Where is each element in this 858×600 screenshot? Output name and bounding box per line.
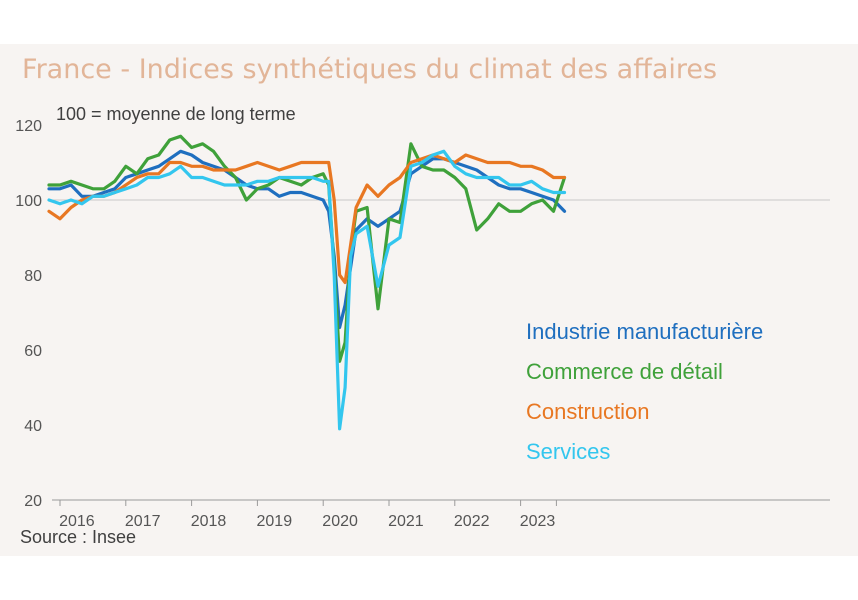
y-tick-label: 100 [15, 193, 42, 210]
x-tick-label: 2022 [454, 513, 490, 530]
chart-background [0, 44, 858, 556]
x-axis: 2016 2017 2018 2019 2020 2021 2022 2023 [59, 500, 557, 530]
legend-item: Commerce de détail [526, 359, 723, 384]
x-tick-label: 2017 [125, 513, 161, 530]
series-line-services [47, 149, 567, 431]
legend-item: Services [526, 439, 610, 464]
x-tick-label: 2018 [191, 513, 227, 530]
y-tick-label: 120 [15, 118, 42, 135]
y-tick-label: 60 [24, 343, 42, 360]
series-line-commerce-de-d-tail [47, 134, 567, 363]
chart-note: 100 = moyenne de long terme [56, 104, 296, 124]
x-tick-label: 2016 [59, 513, 95, 530]
legend-item: Industrie manufacturière [526, 319, 763, 344]
series-lines [47, 134, 567, 431]
y-tick-label: 20 [24, 493, 42, 510]
chart-title: France - Indices synthétiques du climat … [22, 54, 718, 85]
series-line-industrie-manufacturi-re [47, 149, 567, 330]
source-note: Source : Insee [20, 527, 136, 547]
x-tick-label: 2020 [322, 513, 358, 530]
legend-item: Construction [526, 399, 650, 424]
y-axis: 20 40 60 80 100 120 [15, 118, 42, 510]
x-tick-label: 2021 [388, 513, 424, 530]
y-tick-label: 40 [24, 418, 42, 435]
x-tick-label: 2023 [520, 513, 556, 530]
series-line-construction [47, 153, 567, 285]
y-tick-label: 80 [24, 268, 42, 285]
x-tick-label: 2019 [257, 513, 293, 530]
legend: Industrie manufacturière Commerce de déta… [526, 319, 763, 464]
